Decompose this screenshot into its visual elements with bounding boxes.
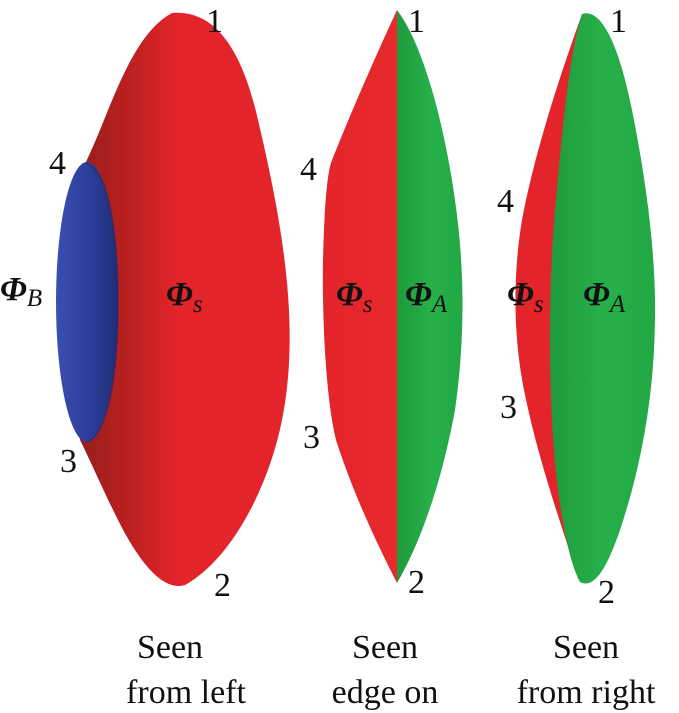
phi-symbol: Φ <box>166 276 193 313</box>
caption-line-1: Seen <box>352 629 418 666</box>
surface-label-phi-s: Φs <box>507 276 544 318</box>
phi-symbol: Φ <box>336 276 363 313</box>
phi-subscript-s: s <box>534 291 544 318</box>
phi-symbol: Φ <box>507 276 534 313</box>
surface-phi-b-disc <box>56 162 118 442</box>
caption-line-2: edge on <box>332 674 439 711</box>
caption-line-2: from left <box>126 674 246 711</box>
phi-symbol: Φ <box>0 271 27 308</box>
phi-subscript-b: B <box>27 285 42 312</box>
surface-phi-a-right <box>549 13 656 584</box>
view-from-left: 1 2 3 4 ΦB Φs Seen from left <box>0 3 290 711</box>
caption-line-1: Seen <box>553 629 619 666</box>
surface-label-phi-b: ΦB <box>0 271 42 312</box>
caption-line-2: from right <box>517 674 656 711</box>
surface-label-phi-a: ΦA <box>583 276 626 318</box>
surface-phi-s-edge <box>322 10 397 583</box>
surface-phi-b-rim <box>85 162 119 443</box>
phi-subscript-a: A <box>608 291 626 318</box>
vertex-label-3: 3 <box>500 389 517 426</box>
vertex-label-2: 2 <box>214 567 231 604</box>
vertex-label-4: 4 <box>300 151 317 188</box>
surface-phi-s-left <box>66 12 290 586</box>
phi-subscript-a: A <box>430 291 448 318</box>
vertex-label-1: 1 <box>610 3 627 40</box>
phi-subscript-s: s <box>193 291 203 318</box>
surface-label-phi-s: Φs <box>166 276 203 318</box>
vertex-label-3: 3 <box>60 443 77 480</box>
surface-label-phi-s: Φs <box>336 276 373 318</box>
phi-symbol: Φ <box>583 276 610 313</box>
view-edge-on: 1 2 3 4 Φs ΦA Seen edge on <box>300 3 463 711</box>
vertex-label-1: 1 <box>206 3 223 40</box>
vertex-label-1: 1 <box>408 3 425 40</box>
vertex-label-2: 2 <box>408 564 425 601</box>
phi-symbol: Φ <box>405 276 432 313</box>
vertex-label-4: 4 <box>497 183 514 220</box>
vertex-label-4: 4 <box>49 145 66 182</box>
surface-phi-a-edge <box>397 10 463 583</box>
vertex-label-2: 2 <box>598 574 615 611</box>
phi-subscript-s: s <box>363 291 373 318</box>
surface-label-phi-a: ΦA <box>405 276 448 318</box>
vertex-label-3: 3 <box>303 419 320 456</box>
caption-line-1: Seen <box>137 629 203 666</box>
view-from-right: 1 2 3 4 Φs ΦA Seen from right <box>497 3 656 711</box>
